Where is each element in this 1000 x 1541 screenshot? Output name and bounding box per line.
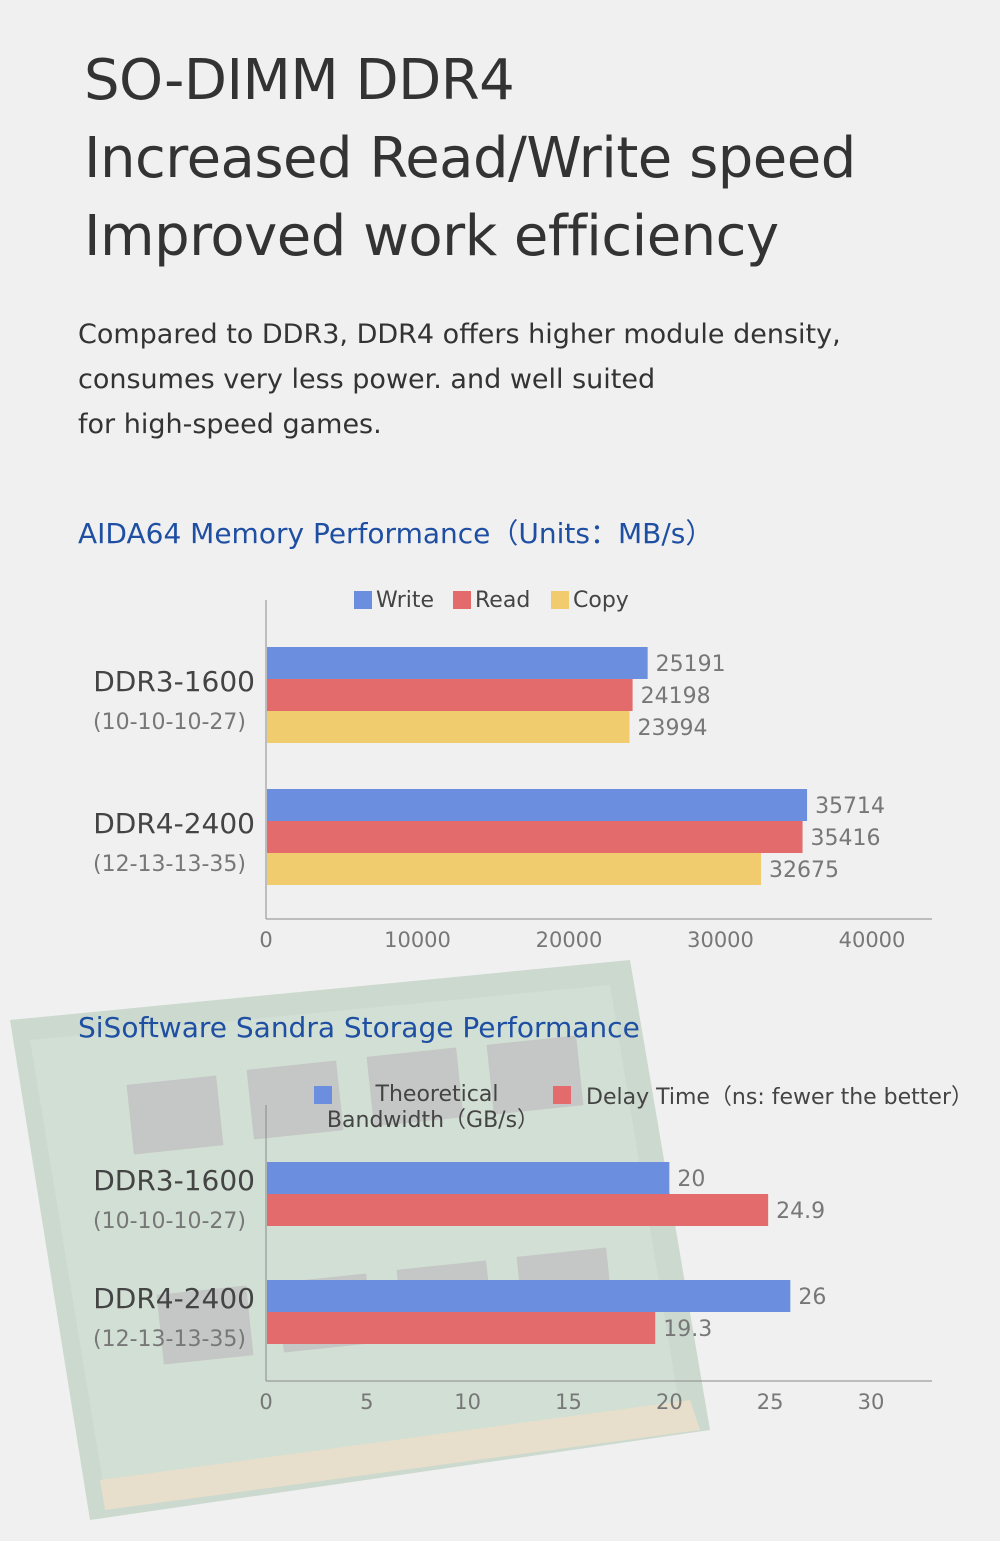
category-sublabel: (12-13-13-35) (93, 1327, 246, 1352)
x-tick-label: 10000 (384, 928, 451, 952)
bar-ddr3-1600-write (267, 647, 648, 679)
data-label: 24.9 (776, 1199, 825, 1224)
x-tick-label: 40000 (839, 928, 906, 952)
category-label-ddr4-2400: DDR4-2400 (93, 1282, 255, 1315)
description-line-3: for high-speed games. (78, 409, 382, 440)
x-tick-label: 20000 (536, 928, 603, 952)
data-label: 24198 (641, 684, 711, 709)
legend-label: Theoretical (375, 1082, 499, 1107)
category-label-ddr3-1600: DDR3-1600 (93, 1164, 255, 1197)
data-label: 35416 (811, 826, 881, 851)
x-tick-label: 20 (656, 1390, 683, 1414)
legend-swatch-write (354, 591, 372, 609)
title-line-3: Improved work efficiency (84, 204, 779, 269)
bar-ddr4-2400-delay-time-ns-fewer-the-better (267, 1312, 656, 1344)
x-tick-label: 0 (259, 1390, 272, 1414)
bar-ddr4-2400-read (267, 821, 803, 853)
data-label: 26 (798, 1285, 826, 1310)
data-label: 35714 (815, 794, 885, 819)
title-line-2: Increased Read/Write speed (84, 126, 856, 191)
x-tick-label: 30000 (687, 928, 754, 952)
aida-chart: 0 10000 20000 30000 40000 Write Read Copy 25191 2… (93, 588, 932, 952)
sandra-chart-title: SiSoftware Sandra Storage Performance (78, 1011, 640, 1044)
data-label: 32675 (769, 858, 839, 883)
bar-ddr3-1600-theoretical-bandwidth-gb-s (267, 1162, 670, 1194)
bar-ddr4-2400-theoretical-bandwidth-gb-s (267, 1280, 791, 1312)
title-line-1: SO-DIMM DDR4 (84, 48, 515, 113)
legend-swatch-theoretical-bandwidth-gb-s (314, 1086, 332, 1104)
category-label-ddr4-2400: DDR4-2400 (93, 807, 255, 840)
x-tick-label: 10 (454, 1390, 481, 1414)
x-tick-label: 30 (858, 1390, 885, 1414)
bar-ddr3-1600-copy (267, 711, 630, 743)
x-tick-label: 5 (360, 1390, 373, 1414)
category-label-ddr3-1600: DDR3-1600 (93, 665, 255, 698)
legend-label: Read (475, 588, 530, 613)
legend-swatch-delay-time-ns-fewer-the-better (553, 1086, 571, 1104)
description: Compared to DDR3, DDR4 offers higher mod… (78, 312, 938, 447)
description-line-2: consumes very less power. and well suite… (78, 364, 656, 395)
legend-swatch-copy (551, 591, 569, 609)
bar-ddr3-1600-delay-time-ns-fewer-the-better (267, 1194, 769, 1226)
legend-label: Write (376, 588, 434, 613)
bar-ddr3-1600-read (267, 679, 633, 711)
bar-ddr4-2400-copy (267, 853, 762, 885)
data-label: 19.3 (663, 1317, 712, 1342)
data-label: 23994 (638, 716, 708, 741)
x-tick-label: 25 (757, 1390, 784, 1414)
page-title: SO-DIMM DDR4 Increased Read/Write speed … (84, 42, 856, 276)
legend-label: Copy (573, 588, 629, 613)
data-label: 25191 (656, 652, 726, 677)
aida-chart-title: AIDA64 Memory Performance（Units：MB/s） (78, 517, 714, 550)
legend-label: Delay Time（ns: fewer the better） (586, 1085, 973, 1110)
bar-ddr4-2400-write (267, 789, 808, 821)
legend-label: Bandwidth（GB/s） (327, 1108, 539, 1133)
legend-swatch-read (453, 591, 471, 609)
category-sublabel: (10-10-10-27) (93, 710, 246, 735)
x-tick-label: 0 (259, 928, 272, 952)
category-sublabel: (10-10-10-27) (93, 1209, 246, 1234)
description-line-1: Compared to DDR3, DDR4 offers higher mod… (78, 319, 841, 350)
data-label: 20 (677, 1167, 705, 1192)
category-sublabel: (12-13-13-35) (93, 852, 246, 877)
x-tick-label: 15 (555, 1390, 582, 1414)
